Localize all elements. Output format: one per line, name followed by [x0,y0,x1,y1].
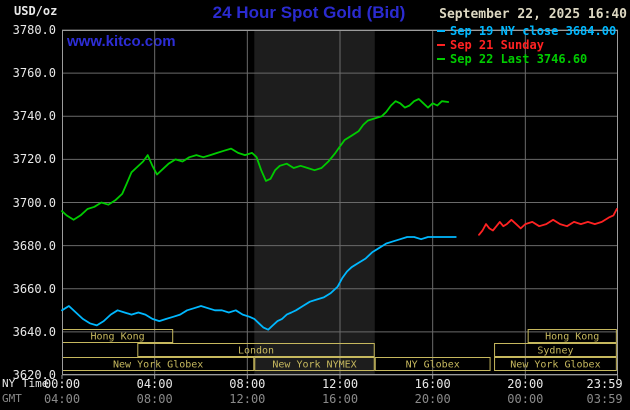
y-axis: 3780.0 3760.0 3740.0 3720.0 3700.0 3680.0 3660… [0,0,58,410]
legend-color-dash [437,58,445,60]
y-tick-label: 3680.0 [12,238,56,253]
legend-color-dash [437,44,445,46]
chart-legend: Sep 19 NY close 3684.00 Sep 21 Sunday Sep … [437,24,616,66]
x-axis-ny-time-row: NY Time 00:00 04:00 08:00 12:00 16:00 20:00 23:… [0,377,630,391]
chart-plot: Hong Kong Hong Kong London Sydney New York G… [61,29,619,379]
legend-item: Sep 22 Last 3746.60 [437,52,616,66]
x-tick-label: 00:00 [43,377,81,391]
x-tick-label: 12:00 [321,377,359,391]
session-label: Hong Kong [91,332,145,343]
session-box [137,343,375,357]
x-tick-label: 20:00 [507,377,544,391]
x-tick-label: 04:00 [43,392,81,406]
legend-item: Sep 19 NY close 3684.00 [437,24,616,38]
x-tick-label: 20:00 [414,392,451,406]
ny-time-label: NY Time [2,377,49,390]
x-tick-label: 03:59 [586,392,623,406]
session-label: New York NYMEX [272,360,356,371]
y-tick-label: 3700.0 [12,195,56,210]
session-box [254,357,375,371]
legend-label: Sep 21 Sunday [450,38,544,52]
series-line [61,236,457,331]
y-tick-label: 3660.0 [12,281,56,296]
grid-lines [62,29,618,376]
session-label: Hong Kong [545,332,599,343]
chart-datetime: September 22, 2025 16:40 [439,7,627,22]
x-tick-label: 16:00 [414,377,451,391]
plot-border [62,30,618,375]
x-tick-label: 08:00 [136,392,173,406]
y-tick-label: 3780.0 [12,23,56,37]
x-tick-label: 00:00 [507,392,544,406]
series-line [61,98,450,221]
session-label: New York Globex [510,360,600,371]
series-line [478,208,618,236]
y-tick-label: 3740.0 [12,109,56,124]
x-axis-gmt-row: GMT 04:00 08:00 12:00 16:00 20:00 00:00 03:59 [0,392,630,406]
x-tick-label: 12:00 [229,392,266,406]
session-box [494,343,617,357]
session-label: New York Globex [113,360,203,371]
y-tick-label: 3720.0 [12,152,56,167]
legend-label: Sep 19 NY close 3684.00 [450,24,617,38]
session-label: London [238,346,274,357]
y-tick-label: 3620.0 [12,368,56,382]
y-tick-label: 3640.0 [12,324,56,339]
legend-label: Sep 22 Last 3746.60 [450,52,588,66]
x-tick-label: 16:00 [321,392,359,406]
x-tick-label: 08:00 [229,377,266,391]
session-label: NY Globex [406,360,460,371]
session-box [494,357,617,371]
legend-color-dash [437,30,445,32]
legend-item: Sep 21 Sunday [437,38,616,52]
gmt-label: GMT [2,392,22,405]
x-tick-label: 04:00 [136,377,173,391]
session-label: Sydney [537,346,573,357]
chart-title: 24 Hour Spot Gold (Bid) [212,3,406,22]
session-box [527,329,617,343]
x-tick-label: 23:59 [586,377,623,391]
kitco-watermark-link[interactable]: www.kitco.com [67,33,176,50]
y-axis-unit-label: USD/oz [14,4,58,18]
session-box [374,357,491,371]
y-tick-label: 3760.0 [12,66,56,81]
